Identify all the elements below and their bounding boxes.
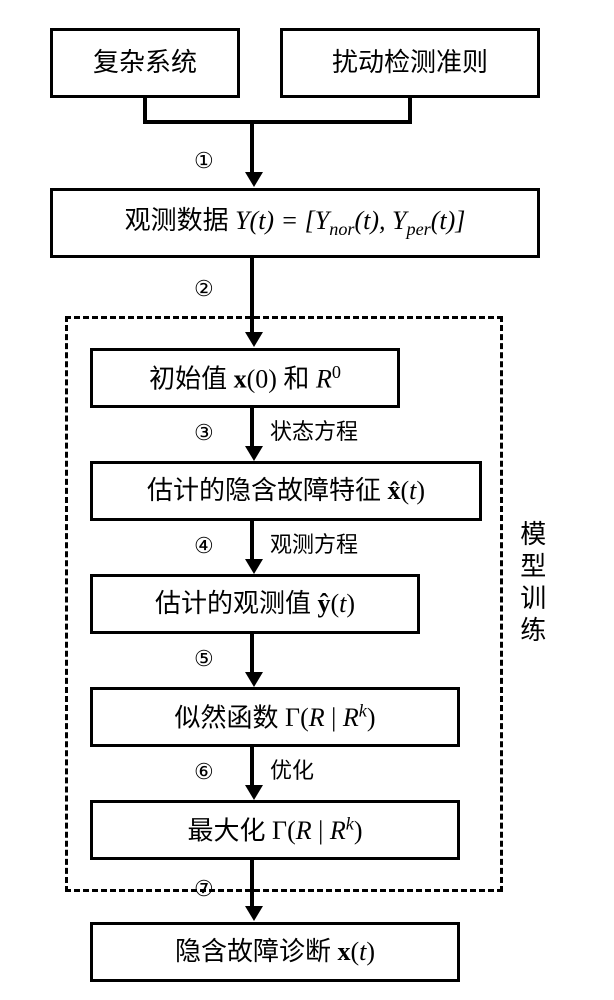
text-likelihood: 似然函数 Γ(R | Rk) — [175, 701, 376, 734]
box-estimated-fault: 估计的隐含故障特征 x̂(t) — [90, 461, 482, 521]
box-estimated-obs: 估计的观测值 ŷ(t) — [90, 574, 420, 634]
box-disturbance-rule: 扰动检测准则 — [280, 28, 540, 98]
arrow-3-4 — [250, 521, 254, 561]
step-4: ④ — [194, 533, 214, 559]
label-model-training: 模型训练 — [514, 520, 548, 648]
text-diagnosis: 隐含故障诊断 x(t) — [175, 936, 375, 967]
text-estimated-fault: 估计的隐含故障特征 x̂(t) — [147, 475, 425, 506]
step-1: ① — [194, 148, 214, 174]
arrowhead-4 — [245, 559, 263, 574]
text-complex-system: 复杂系统 — [93, 47, 197, 78]
arrowhead-7 — [245, 906, 263, 921]
step-7: ⑦ — [194, 876, 214, 902]
arrowhead-1 — [245, 172, 263, 187]
text-estimated-obs: 估计的观测值 ŷ(t) — [155, 588, 355, 619]
arrow-2-3 — [250, 408, 254, 448]
box-maximize: 最大化 Γ(R | Rk) — [90, 800, 460, 860]
text-initial-value: 初始值 x(0) 和 R0 — [149, 362, 341, 395]
arrowhead-3 — [245, 446, 263, 461]
text-maximize: 最大化 Γ(R | Rk) — [188, 814, 363, 847]
arrow-top-join — [143, 120, 412, 124]
arrow-tr-down — [408, 98, 412, 122]
arrowhead-5 — [245, 672, 263, 687]
arrowhead-6 — [245, 785, 263, 800]
box-likelihood: 似然函数 Γ(R | Rk) — [90, 687, 460, 747]
side-3: 状态方程 — [270, 418, 358, 447]
box-complex-system: 复杂系统 — [50, 28, 240, 98]
side-4: 观测方程 — [270, 531, 358, 560]
text-observed-data: 观测数据 Y(t) = [Ynor(t), Yper(t)] — [125, 205, 466, 241]
arrow-6-7 — [250, 860, 254, 908]
step-2: ② — [194, 276, 214, 302]
arrow-4-5 — [250, 634, 254, 674]
arrow-tl-down — [143, 98, 147, 122]
step-6: ⑥ — [194, 759, 214, 785]
step-3: ③ — [194, 420, 214, 446]
arrow-5-6 — [250, 747, 254, 787]
box-initial-value: 初始值 x(0) 和 R0 — [90, 348, 400, 408]
text-disturbance-rule: 扰动检测准则 — [332, 47, 488, 78]
side-6: 优化 — [270, 757, 314, 786]
arrow-join-to-row1 — [250, 120, 254, 174]
box-diagnosis: 隐含故障诊断 x(t) — [90, 922, 460, 982]
box-observed-data: 观测数据 Y(t) = [Ynor(t), Yper(t)] — [50, 188, 540, 258]
step-5: ⑤ — [194, 646, 214, 672]
